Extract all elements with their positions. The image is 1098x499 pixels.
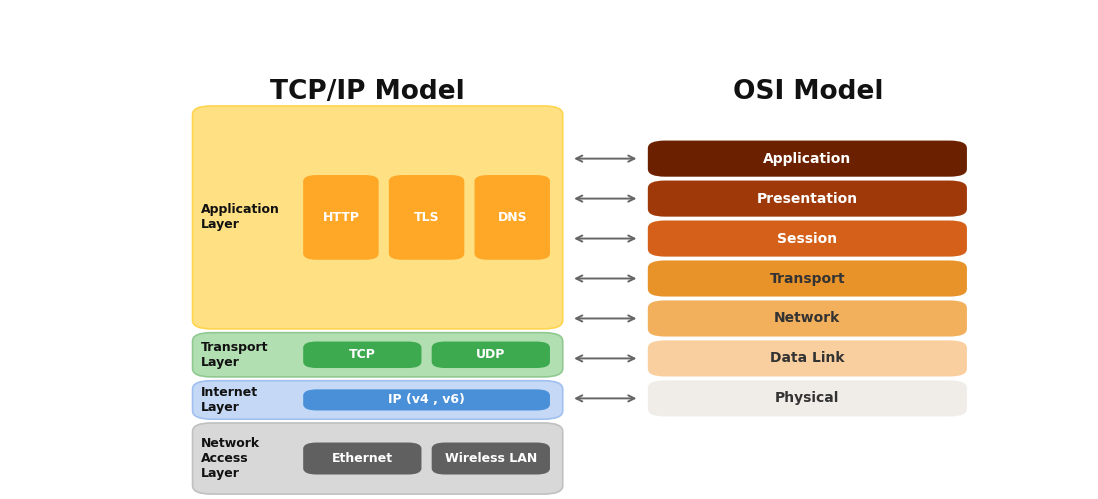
FancyBboxPatch shape [303,389,550,411]
Text: TLS: TLS [414,211,439,224]
FancyBboxPatch shape [192,381,563,419]
FancyBboxPatch shape [648,141,967,177]
FancyBboxPatch shape [432,341,550,368]
FancyBboxPatch shape [192,106,563,329]
Text: Presentation: Presentation [757,192,858,206]
FancyBboxPatch shape [303,341,422,368]
FancyBboxPatch shape [192,423,563,494]
Text: Physical: Physical [775,391,840,405]
Text: TCP: TCP [349,348,376,361]
FancyBboxPatch shape [432,443,550,475]
Text: Session: Session [777,232,838,246]
Text: Data Link: Data Link [770,351,844,365]
Text: Transport
Layer: Transport Layer [201,341,269,369]
Text: DNS: DNS [497,211,527,224]
FancyBboxPatch shape [648,300,967,336]
FancyBboxPatch shape [648,260,967,296]
FancyBboxPatch shape [648,380,967,417]
FancyBboxPatch shape [192,333,563,377]
Text: Application: Application [763,152,851,166]
Text: Transport: Transport [770,271,845,285]
Text: TCP/IP Model: TCP/IP Model [270,79,464,105]
Text: Application
Layer: Application Layer [201,204,280,232]
Text: Wireless LAN: Wireless LAN [445,452,537,465]
Text: Network: Network [774,311,840,325]
FancyBboxPatch shape [648,340,967,376]
Text: IP (v4 , v6): IP (v4 , v6) [388,393,466,406]
Text: Internet
Layer: Internet Layer [201,386,258,414]
FancyBboxPatch shape [474,175,550,260]
FancyBboxPatch shape [648,221,967,256]
Text: HTTP: HTTP [323,211,359,224]
Text: Network
Access
Layer: Network Access Layer [201,437,260,480]
FancyBboxPatch shape [648,181,967,217]
Text: UDP: UDP [477,348,505,361]
Text: OSI Model: OSI Model [732,79,883,105]
FancyBboxPatch shape [303,175,379,260]
FancyBboxPatch shape [389,175,464,260]
FancyBboxPatch shape [303,443,422,475]
Text: Ethernet: Ethernet [332,452,393,465]
